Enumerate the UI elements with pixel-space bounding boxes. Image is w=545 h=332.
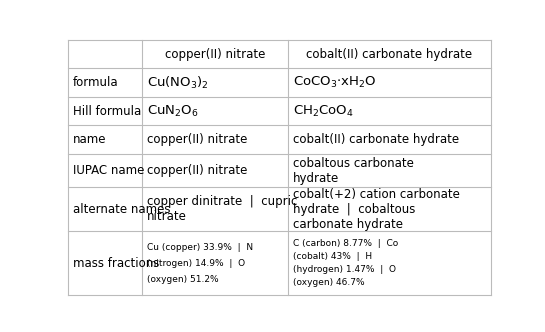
- Text: C (carbon) 8.77%  |  Co: C (carbon) 8.77% | Co: [293, 239, 398, 248]
- Text: $\mathrm{CoCO_3{\cdot}xH_2O}$: $\mathrm{CoCO_3{\cdot}xH_2O}$: [293, 75, 377, 90]
- Text: (cobalt) 43%  |  H: (cobalt) 43% | H: [293, 252, 372, 261]
- Text: name: name: [73, 133, 107, 146]
- Text: Cu (copper) 33.9%  |  N: Cu (copper) 33.9% | N: [147, 243, 253, 252]
- Text: copper(II) nitrate: copper(II) nitrate: [165, 47, 265, 61]
- Text: cobalt(II) carbonate hydrate: cobalt(II) carbonate hydrate: [306, 47, 472, 61]
- Text: (oxygen) 46.7%: (oxygen) 46.7%: [293, 278, 365, 287]
- Text: (hydrogen) 1.47%  |  O: (hydrogen) 1.47% | O: [293, 265, 396, 274]
- Text: alternate names: alternate names: [73, 203, 171, 216]
- Text: (oxygen) 51.2%: (oxygen) 51.2%: [147, 275, 219, 284]
- Text: $\mathrm{CH_2CoO_4}$: $\mathrm{CH_2CoO_4}$: [293, 104, 354, 119]
- Text: cobaltous carbonate
hydrate: cobaltous carbonate hydrate: [293, 157, 414, 185]
- Text: copper(II) nitrate: copper(II) nitrate: [147, 164, 247, 177]
- Text: cobalt(II) carbonate hydrate: cobalt(II) carbonate hydrate: [293, 133, 459, 146]
- Text: Hill formula: Hill formula: [73, 105, 142, 118]
- Text: $\mathrm{CuN_2O_6}$: $\mathrm{CuN_2O_6}$: [147, 104, 199, 119]
- Text: $\mathrm{Cu(NO_3)_2}$: $\mathrm{Cu(NO_3)_2}$: [147, 75, 209, 91]
- Text: mass fractions: mass fractions: [73, 257, 160, 270]
- Text: (nitrogen) 14.9%  |  O: (nitrogen) 14.9% | O: [147, 259, 245, 268]
- Text: copper(II) nitrate: copper(II) nitrate: [147, 133, 247, 146]
- Text: IUPAC name: IUPAC name: [73, 164, 144, 177]
- Text: formula: formula: [73, 76, 119, 89]
- Text: cobalt(+2) cation carbonate
hydrate  |  cobaltous
carbonate hydrate: cobalt(+2) cation carbonate hydrate | co…: [293, 188, 459, 231]
- Text: copper dinitrate  |  cupric
nitrate: copper dinitrate | cupric nitrate: [147, 195, 298, 223]
